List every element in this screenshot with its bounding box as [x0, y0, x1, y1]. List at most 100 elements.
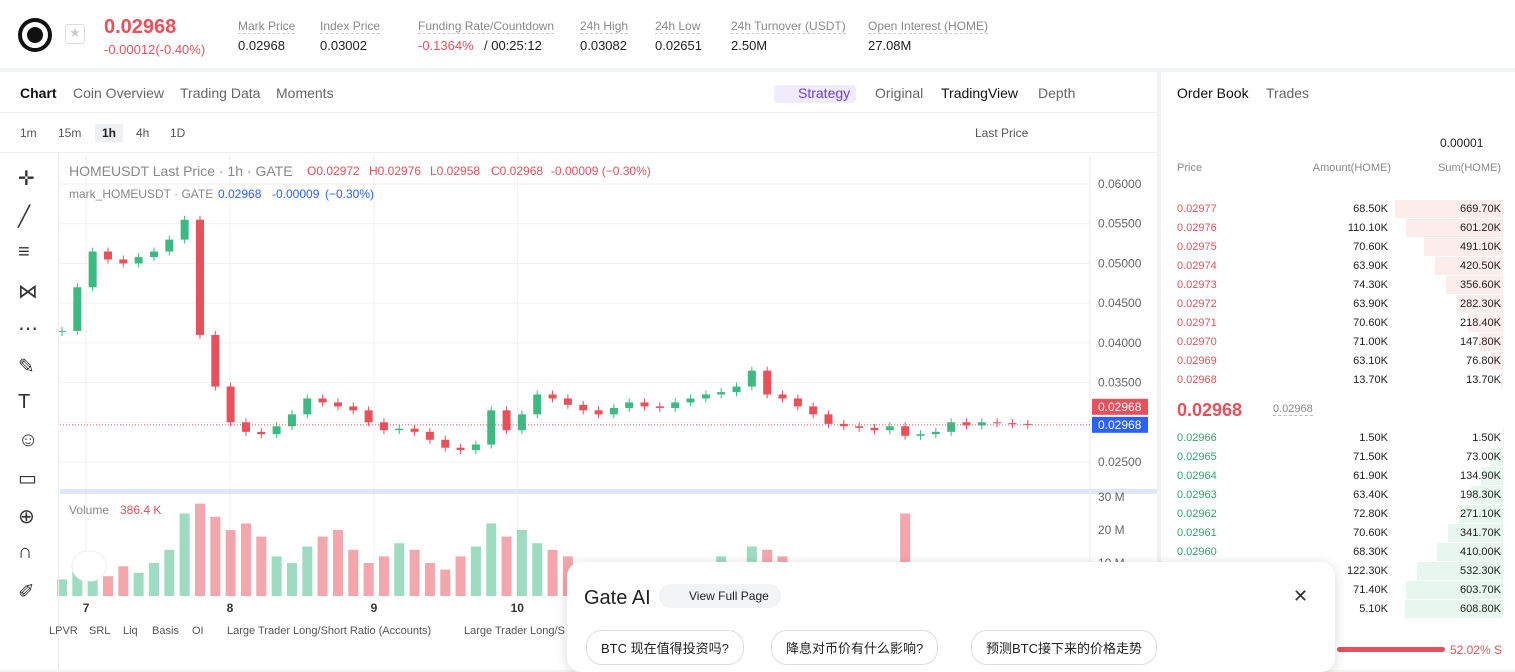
interval[interactable]: 1h — [95, 124, 123, 142]
ob-price[interactable]: 0.02960 — [1177, 546, 1217, 558]
tab[interactable]: Coin Overview — [73, 85, 164, 101]
ob-sum: 134.90K — [1460, 470, 1501, 482]
volume-bar — [210, 517, 220, 596]
view-option[interactable]: Depth — [1038, 85, 1075, 101]
legend-mark-value: 0.02968 — [218, 187, 261, 201]
candle — [395, 429, 403, 431]
tool-icon[interactable]: ∩ — [18, 541, 32, 564]
interval[interactable]: 4h — [136, 126, 149, 140]
ob-price[interactable]: 0.02973 — [1177, 279, 1217, 291]
ob-price[interactable]: 0.02972 — [1177, 298, 1217, 310]
indicator[interactable]: Basis — [152, 625, 179, 637]
view-option[interactable]: Strategy — [774, 85, 856, 103]
candle — [165, 240, 173, 252]
view-option[interactable]: TradingView — [941, 85, 1018, 101]
y-tick-label: 0.04000 — [1098, 336, 1142, 350]
interval[interactable]: 1m — [20, 126, 37, 140]
tool-icon[interactable]: ╱ — [18, 204, 30, 229]
ob-amount: 71.00K — [1353, 336, 1388, 348]
candle — [457, 448, 465, 450]
candle — [104, 252, 112, 260]
ratio: 52.02% S — [1450, 643, 1502, 657]
ob-price[interactable]: 0.02963 — [1177, 489, 1217, 501]
tool-icon[interactable]: ⊕ — [18, 504, 35, 529]
tool-icon[interactable]: ≡ — [18, 241, 30, 264]
tool-icon[interactable]: ⋯ — [18, 316, 38, 341]
ob-price[interactable]: 0.02961 — [1177, 527, 1217, 539]
ob-price[interactable]: 0.02971 — [1177, 317, 1217, 329]
legend-ohlc: H0.02976 — [369, 164, 421, 178]
ob-price[interactable]: 0.02975 — [1177, 241, 1217, 253]
candle — [886, 426, 894, 430]
indicator[interactable]: Large Trader Long/S — [464, 625, 565, 637]
col-amount: Amount(HOME) — [1313, 162, 1391, 174]
x-tick-label: 10 — [511, 601, 525, 615]
y-tick-label: 0.02500 — [1098, 455, 1142, 469]
view-full-page[interactable]: View Full Page — [659, 584, 781, 608]
ob-price[interactable]: 0.02976 — [1177, 222, 1217, 234]
candle — [947, 422, 955, 432]
ratio-bar — [1337, 647, 1445, 652]
tool-icon[interactable]: ⋈ — [18, 279, 38, 304]
legend-ohlc: O0.02972 — [307, 164, 360, 178]
ob-price[interactable]: 0.02968 — [1177, 374, 1217, 386]
close[interactable]: ✕ — [1293, 586, 1308, 607]
tab[interactable]: Moments — [276, 85, 334, 101]
mid-mark: 0.02968 — [1273, 403, 1313, 416]
suggestion-chip[interactable]: 预测BTC接下来的价格走势 — [971, 630, 1157, 665]
indicator[interactable]: SRL — [89, 625, 110, 637]
gate-ai-popup: Gate AI View Full Page ✕ BTC 现在值得投资吗? 降息对… — [567, 562, 1335, 672]
tool-icon[interactable]: ☺ — [18, 429, 38, 452]
ob-sum: 601.20K — [1460, 222, 1501, 234]
tool-icon[interactable]: ✛ — [18, 166, 35, 191]
price-type[interactable]: Last Price — [975, 126, 1028, 140]
x-tick-label: 9 — [371, 601, 378, 615]
ob-amount: 68.50K — [1353, 203, 1388, 215]
indicator[interactable]: Large Trader Long/Short Ratio (Accounts) — [227, 625, 431, 637]
interval[interactable]: 1D — [170, 126, 185, 140]
candle — [1008, 423, 1016, 424]
ob-price[interactable]: 0.02969 — [1177, 355, 1217, 367]
indicator[interactable]: LPVR — [49, 625, 78, 637]
candle — [503, 410, 511, 430]
left-toolbar — [58, 153, 59, 670]
gate-ai-title: Gate AI — [584, 587, 651, 610]
interval[interactable]: 15m — [58, 126, 81, 140]
tab[interactable]: Trading Data — [180, 85, 260, 101]
tool-icon[interactable]: ✐ — [18, 579, 35, 604]
view-option[interactable]: Original — [875, 85, 923, 101]
candle — [763, 371, 771, 395]
candle — [472, 445, 480, 451]
legend-volume-value: 386.4 K — [120, 503, 161, 517]
tab[interactable]: Chart — [20, 85, 57, 101]
ob-price[interactable]: 0.02964 — [1177, 470, 1217, 482]
indicator[interactable]: Liq — [123, 625, 138, 637]
ob-tab[interactable]: Trades — [1266, 85, 1309, 101]
tool-icon[interactable]: ✎ — [18, 354, 35, 379]
suggestion-chip[interactable]: 降息对币价有什么影响? — [771, 630, 938, 665]
tool-icon[interactable]: T — [18, 391, 30, 414]
ob-price[interactable]: 0.02974 — [1177, 260, 1217, 272]
indicator[interactable]: OI — [192, 625, 204, 637]
volume-bar — [256, 537, 266, 596]
volume-bar — [272, 556, 282, 596]
ob-price[interactable]: 0.02970 — [1177, 336, 1217, 348]
tool-icon[interactable]: ▭ — [18, 466, 37, 491]
precision[interactable]: 0.00001 — [1440, 136, 1483, 150]
volume-bar — [195, 504, 205, 596]
ob-amount: 63.40K — [1353, 489, 1388, 501]
candle — [595, 410, 603, 414]
ob-amount: 74.30K — [1353, 279, 1388, 291]
suggestion-chip[interactable]: BTC 现在值得投资吗? — [586, 630, 744, 665]
ob-price[interactable]: 0.02977 — [1177, 203, 1217, 215]
ob-amount: 5.10K — [1359, 603, 1388, 615]
ob-tab[interactable]: Order Book — [1177, 85, 1249, 101]
ob-sum: 603.70K — [1460, 584, 1501, 596]
candle — [487, 410, 495, 444]
candle — [1024, 424, 1032, 425]
ob-price[interactable]: 0.02962 — [1177, 508, 1217, 520]
ob-price[interactable]: 0.02965 — [1177, 451, 1217, 463]
candle — [365, 410, 373, 422]
ob-sum: 147.80K — [1460, 336, 1501, 348]
ob-price[interactable]: 0.02966 — [1177, 432, 1217, 444]
